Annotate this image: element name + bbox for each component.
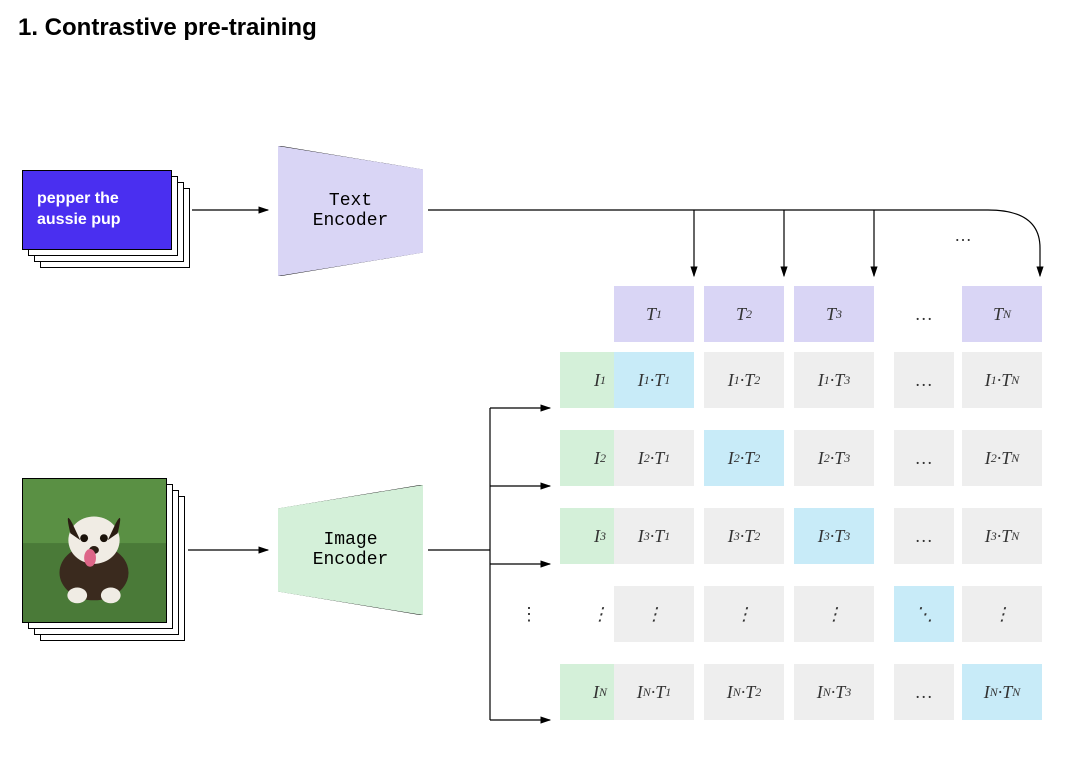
mat-N-3: IN·T3	[794, 664, 874, 720]
t-header-N: TN	[962, 286, 1042, 342]
t-header-1: T1	[614, 286, 694, 342]
i-fan-ellipsis: ⋮	[520, 604, 538, 625]
mat-...-1: ⋮	[614, 586, 694, 642]
mat-1-1: I1·T1	[614, 352, 694, 408]
mat-1-2: I1·T2	[704, 352, 784, 408]
mat-3-3: I3·T3	[794, 508, 874, 564]
image-card-front	[22, 478, 167, 623]
mat-...-...: ⋱	[894, 586, 954, 642]
mat-...-3: ⋮	[794, 586, 874, 642]
t-header-2: T2	[704, 286, 784, 342]
mat-3-N: I3·TN	[962, 508, 1042, 564]
mat-3-2: I3·T2	[704, 508, 784, 564]
mat-N-1: IN·T1	[614, 664, 694, 720]
mat-...-2: ⋮	[704, 586, 784, 642]
mat-...-N: ⋮	[962, 586, 1042, 642]
mat-1-3: I1·T3	[794, 352, 874, 408]
text-encoder-label: Text Encoder	[313, 191, 389, 231]
puppy-illustration	[23, 478, 166, 623]
mat-1-N: I1·TN	[962, 352, 1042, 408]
mat-2-...: …	[894, 430, 954, 486]
top-ellipsis: …	[948, 225, 978, 246]
mat-2-3: I2·T3	[794, 430, 874, 486]
text-card-front: pepper the aussie pup	[22, 170, 172, 250]
mat-2-2: I2·T2	[704, 430, 784, 486]
mat-2-N: I2·TN	[962, 430, 1042, 486]
mat-N-2: IN·T2	[704, 664, 784, 720]
t-header-...: …	[894, 286, 954, 342]
mat-N-...: …	[894, 664, 954, 720]
mat-3-1: I3·T1	[614, 508, 694, 564]
mat-1-...: …	[894, 352, 954, 408]
mat-3-...: …	[894, 508, 954, 564]
image-encoder-label: Image Encoder	[313, 530, 389, 570]
mat-N-N: IN·TN	[962, 664, 1042, 720]
diagram-title: 1. Contrastive pre-training	[18, 14, 317, 42]
mat-2-1: I2·T1	[614, 430, 694, 486]
t-header-3: T3	[794, 286, 874, 342]
